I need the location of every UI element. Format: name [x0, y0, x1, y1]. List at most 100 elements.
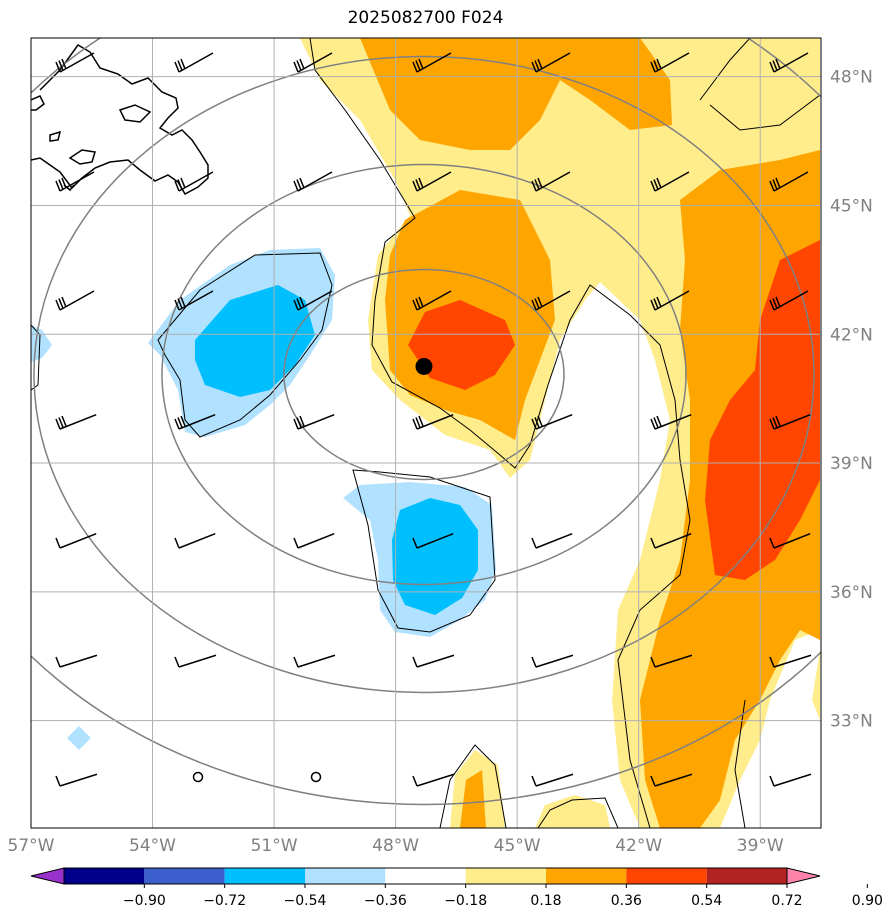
red-area-center — [408, 300, 515, 390]
colorbar-tick-label: −0.36 — [364, 893, 407, 909]
wind-barb — [55, 654, 98, 668]
wind-barb — [769, 52, 809, 73]
wind-barbs — [55, 52, 812, 787]
colorbar-extend-max — [786, 867, 821, 885]
latitude-label: 45°N — [830, 196, 873, 216]
wind-barb — [531, 414, 573, 430]
latitude-label: 48°N — [830, 68, 873, 88]
wind-barb — [650, 290, 690, 311]
wind-barb — [55, 52, 95, 73]
wind-barb — [174, 533, 216, 549]
wind-barb — [769, 290, 809, 311]
wind-barb — [412, 414, 454, 430]
colorbar-segment — [144, 868, 225, 884]
positive-area-southeast — [535, 795, 610, 828]
range-ring — [161, 163, 687, 586]
wind-barb — [412, 654, 455, 668]
wind-barb — [55, 533, 97, 549]
wind-barb — [412, 290, 452, 311]
longitude-label: 39°W — [737, 836, 784, 856]
wind-barb — [293, 414, 335, 430]
colorbar-tick-label: −0.18 — [444, 893, 487, 909]
wind-barb — [174, 290, 214, 311]
colorbar-frame — [63, 867, 788, 885]
wind-barb — [650, 773, 693, 787]
wind-barb — [174, 52, 214, 73]
deep-blue-area-west — [195, 285, 315, 397]
colorbar-tick-label: 0.36 — [611, 893, 642, 909]
colorbar-segment — [546, 868, 627, 884]
wind-barb — [55, 290, 95, 311]
orange-area-south — [460, 770, 486, 828]
wind-barb — [769, 654, 812, 668]
wind-barb — [412, 773, 455, 787]
orange-area-north — [360, 38, 672, 150]
wind-barb — [531, 533, 573, 549]
latitude-label: 42°N — [830, 325, 873, 345]
colorbar-tick-label: 0.90 — [852, 893, 883, 909]
wind-barb — [55, 171, 95, 192]
latitude-label: 36°N — [830, 583, 873, 603]
longitude-label: 42°W — [615, 836, 662, 856]
wind-barb — [531, 290, 571, 311]
wind-barb — [412, 533, 454, 549]
wind-barb — [531, 171, 571, 192]
wind-barb — [293, 171, 333, 192]
wind-barb — [293, 290, 333, 311]
colorbar-segment — [64, 868, 145, 884]
calm-wind-marker — [192, 771, 204, 783]
shading-layer — [31, 38, 821, 828]
longitude-labels: 57°W 54°W 51°W 48°W 45°W 42°W 39°W — [8, 836, 784, 856]
colorbar-tick-label: 0.54 — [691, 893, 722, 909]
latitude-labels: 48°N 45°N 42°N 39°N 36°N 33°N — [830, 68, 873, 732]
colorbar-tick-label: 0.72 — [771, 893, 802, 909]
wind-barb — [650, 414, 692, 430]
colorbar-tick-label: −0.90 — [123, 893, 166, 909]
wind-barb — [769, 773, 812, 787]
longitude-label: 51°W — [251, 836, 298, 856]
wind-barb — [174, 654, 217, 668]
latitude-label: 39°N — [830, 454, 873, 474]
wind-barb — [531, 773, 574, 787]
wind-barb — [293, 52, 333, 73]
wind-barb — [293, 654, 336, 668]
longitude-label: 45°W — [494, 836, 541, 856]
wind-barb — [650, 171, 690, 192]
positive-area-east-edge — [812, 650, 820, 720]
calm-wind-marker — [310, 771, 322, 783]
longitude-label: 57°W — [8, 836, 55, 856]
wind-barb — [769, 533, 811, 549]
storm-center-marker — [415, 357, 433, 375]
wind-barb — [650, 52, 690, 73]
colorbar-segment — [706, 868, 787, 884]
colorbar-segment — [224, 868, 305, 884]
contour-lines — [31, 38, 821, 828]
wind-barb — [412, 171, 452, 192]
colorbar-tick-label: −0.72 — [203, 893, 246, 909]
lat-lon-grid — [30, 38, 821, 828]
wind-barb — [769, 414, 811, 430]
range-ring — [31, 38, 821, 806]
wind-barb — [650, 533, 692, 549]
colorbar-segment — [385, 868, 466, 884]
colorbar-segment — [465, 868, 546, 884]
wind-barb — [531, 52, 571, 73]
negative-area-small — [67, 726, 91, 750]
colorbar-segment — [305, 868, 386, 884]
colorbar-tick-label: −0.54 — [284, 893, 327, 909]
map-frame — [30, 37, 822, 829]
wind-barb — [55, 773, 98, 787]
wind-barb — [55, 414, 97, 430]
range-rings — [31, 38, 821, 806]
longitude-label: 48°W — [372, 836, 419, 856]
colorbar-segment — [626, 868, 707, 884]
latitude-label: 33°N — [830, 712, 873, 732]
colorbar-extend-min — [30, 867, 65, 885]
map-title: 2025082700 F024 — [347, 8, 504, 28]
range-ring — [283, 268, 565, 481]
wind-barb — [174, 414, 216, 430]
colorbar-tick-label: 0.18 — [530, 893, 561, 909]
wind-barb — [293, 533, 335, 549]
red-area-east — [705, 240, 820, 580]
